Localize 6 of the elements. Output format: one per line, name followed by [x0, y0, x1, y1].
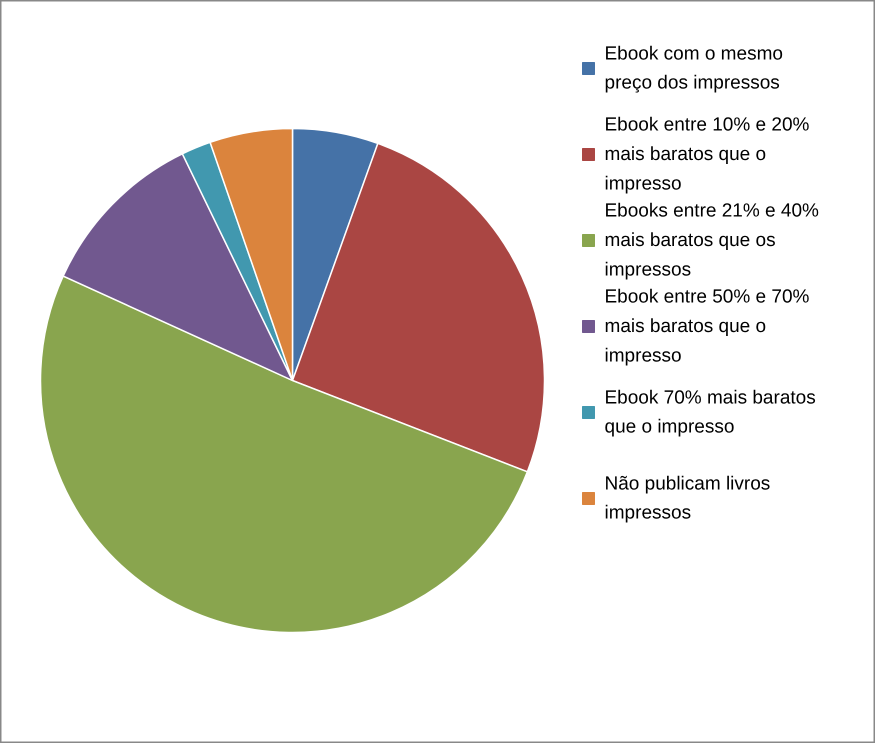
legend-label: Não publicam livros impressos: [604, 473, 770, 524]
legend-label: Ebook entre 50% e 70% mais baratos que o impresso: [604, 286, 810, 366]
legend-label: Ebook 70% mais baratos que o impresso: [604, 387, 816, 438]
legend-label: Ebook entre 10% e 20% mais baratos que o impresso: [604, 114, 810, 194]
legend-label: Ebooks entre 21% e 40% mais baratos que os impressos: [604, 200, 820, 280]
legend-label: Ebook com o mesmo preço dos impressos: [604, 43, 783, 94]
